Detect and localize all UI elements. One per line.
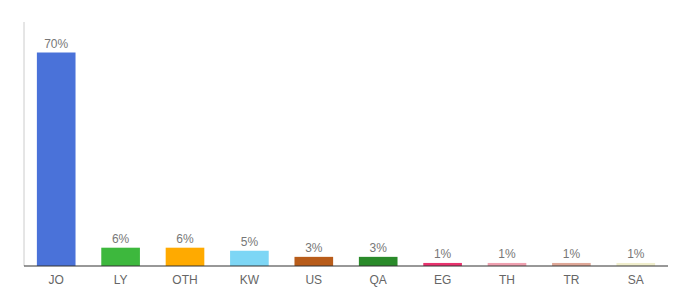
data-label: 70% [44, 37, 68, 51]
data-label: 1% [434, 247, 452, 261]
bar [37, 53, 76, 267]
bar [230, 251, 269, 266]
bars [37, 53, 655, 267]
data-label: 6% [176, 232, 194, 246]
x-tick-label: QA [370, 273, 387, 287]
bar [166, 248, 205, 266]
chart: JO LY OTH KW US QA EG TH TR SA 70% 6% 6% 5% 3% 3% 1% 1% 1%… [0, 0, 680, 300]
bar [101, 248, 140, 266]
y-axis-line [24, 22, 25, 266]
x-tick-label: LY [114, 273, 128, 287]
x-tick-label: OTH [172, 273, 197, 287]
data-label: 1% [627, 247, 645, 261]
bar [359, 257, 398, 266]
data-label: 3% [305, 241, 323, 255]
data-label: 6% [112, 232, 130, 246]
x-axis-line [24, 265, 668, 266]
x-tick-label: US [305, 273, 322, 287]
data-label: 1% [498, 247, 516, 261]
x-tick-label: TR [563, 273, 579, 287]
data-label: 5% [241, 235, 259, 249]
data-label: 3% [370, 241, 388, 255]
x-tick-label: JO [49, 273, 64, 287]
x-tick-label: SA [628, 273, 644, 287]
chart-container: JO LY OTH KW US QA EG TH TR SA 70% 6% 6% 5% 3% 3% 1% 1% 1%… [0, 0, 680, 300]
x-tick-label: EG [434, 273, 451, 287]
bar [294, 257, 333, 266]
data-label: 1% [563, 247, 581, 261]
x-tick-label: TH [499, 273, 515, 287]
x-tick-label: KW [240, 273, 260, 287]
